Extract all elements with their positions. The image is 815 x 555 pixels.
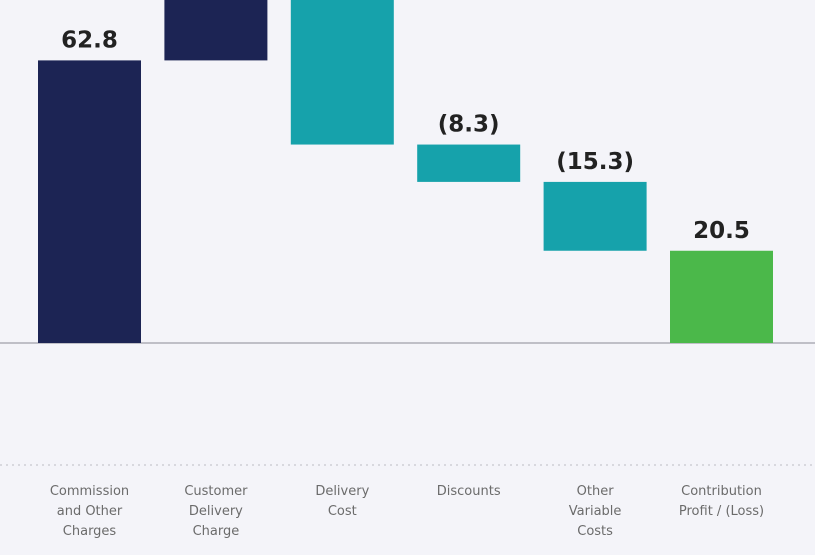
category-label-line: Charge (193, 524, 240, 539)
category-label-3: Delivery Cost (315, 484, 369, 519)
category-label-line: Customer (184, 484, 248, 499)
category-label-line: Commission (50, 484, 129, 499)
bar-5 (543, 181, 647, 251)
category-label-line: Contribution (681, 484, 762, 499)
category-label-line: Cost (328, 504, 357, 519)
category-label-4: Discounts (437, 484, 501, 499)
category-label-6: Contribution Profit / (Loss) (679, 484, 764, 519)
bar-4 (417, 144, 521, 182)
category-label-line: Other (577, 484, 615, 499)
bar-3 (290, 0, 394, 145)
category-label-line: Variable (569, 504, 622, 519)
value-label-1: 62.8 (61, 27, 118, 53)
category-label-line: Delivery (189, 504, 243, 519)
category-label-1: Commission and Other Charges (50, 484, 129, 539)
value-label-5: (15.3) (556, 149, 634, 175)
category-label-2: Customer Delivery Charge (184, 484, 248, 539)
value-label-4: (8.3) (438, 112, 500, 138)
bar-6 (670, 250, 773, 343)
category-label-line: Delivery (315, 484, 369, 499)
value-label-6: 20.5 (693, 218, 750, 244)
bar-1 (38, 60, 141, 344)
category-label-5: Other Variable Costs (569, 484, 622, 539)
category-label-line: Charges (63, 524, 117, 539)
bar-2 (164, 0, 268, 61)
category-label-line: and Other (57, 504, 123, 519)
category-label-line: Profit / (Loss) (679, 504, 764, 519)
category-label-line: Discounts (437, 484, 501, 499)
category-label-line: Costs (577, 524, 613, 539)
